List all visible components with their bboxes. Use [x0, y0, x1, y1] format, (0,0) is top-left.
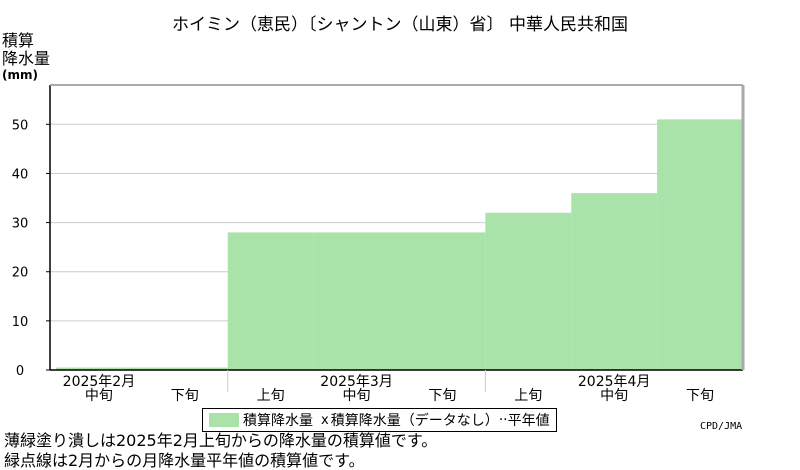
x-month-label: 2025年3月 — [320, 374, 393, 390]
area-segment-2 — [227, 232, 314, 370]
y-tick-label: 30 — [12, 217, 29, 232]
y-axis-unit: (mm) — [2, 68, 38, 82]
area-layer — [56, 119, 743, 371]
area-segment-7 — [657, 119, 743, 371]
area-segment-6 — [571, 193, 658, 370]
area-segment-0 — [56, 367, 142, 370]
note-line-2: 緑点線は2月からの月降水量平年値の積算値です。 — [4, 451, 365, 470]
legend-fill-swatch — [209, 413, 239, 427]
tick-layer: 0 10 20 30 40 50 中旬 下旬 上旬 中旬 下旬 上旬 中旬 下旬 2025年2月 2025年3… — [12, 118, 714, 404]
credit-text: CPD/JMA — [700, 421, 743, 432]
y-tick-label: 20 — [12, 266, 29, 281]
x-period-label: 下旬 — [428, 388, 456, 404]
x-period-label: 中旬 — [600, 388, 628, 404]
area-segment-3 — [313, 232, 400, 370]
x-month-label: 2025年4月 — [578, 374, 651, 390]
legend: 積算降水量 x 積算降水量（データなし） ·· 平年値 — [202, 408, 557, 432]
legend-cross-icon: x — [321, 412, 329, 428]
x-period-label: 下旬 — [171, 388, 199, 404]
y-tick-label: 10 — [12, 315, 29, 330]
area-segment-1 — [141, 367, 228, 370]
x-period-label: 上旬 — [257, 388, 285, 404]
y-axis-label: 積算 降水量 (mm) — [2, 31, 51, 83]
legend-normal-label: 平年値 — [507, 413, 550, 429]
x-period-label: 下旬 — [686, 388, 714, 404]
y-tick-label: 40 — [12, 167, 29, 182]
y-tick-label: 50 — [12, 118, 29, 133]
legend-fill-label: 積算降水量 — [243, 413, 313, 429]
y-axis-label-line1: 積算 — [2, 31, 35, 50]
note-line-1: 薄緑塗り潰しは2025年2月上旬からの降水量の積算値です。 — [4, 431, 438, 450]
x-period-label: 中旬 — [85, 388, 113, 404]
x-period-label: 上旬 — [514, 388, 542, 404]
legend-nodata-label: 積算降水量（データなし） — [330, 413, 499, 429]
y-tick-label: 0 — [16, 364, 24, 379]
area-segment-5 — [485, 212, 572, 370]
x-month-label: 2025年2月 — [63, 374, 136, 390]
frame-layer — [49, 84, 745, 371]
legend-dotted-icon: ·· — [498, 412, 508, 428]
area-segment-4 — [399, 232, 486, 370]
chart-title: ホイミン（恵民）〔シャントン（山東）省〕 中華人民共和国 — [172, 15, 628, 35]
x-period-label: 中旬 — [343, 388, 371, 404]
y-axis-label-line2: 降水量 — [2, 49, 51, 68]
